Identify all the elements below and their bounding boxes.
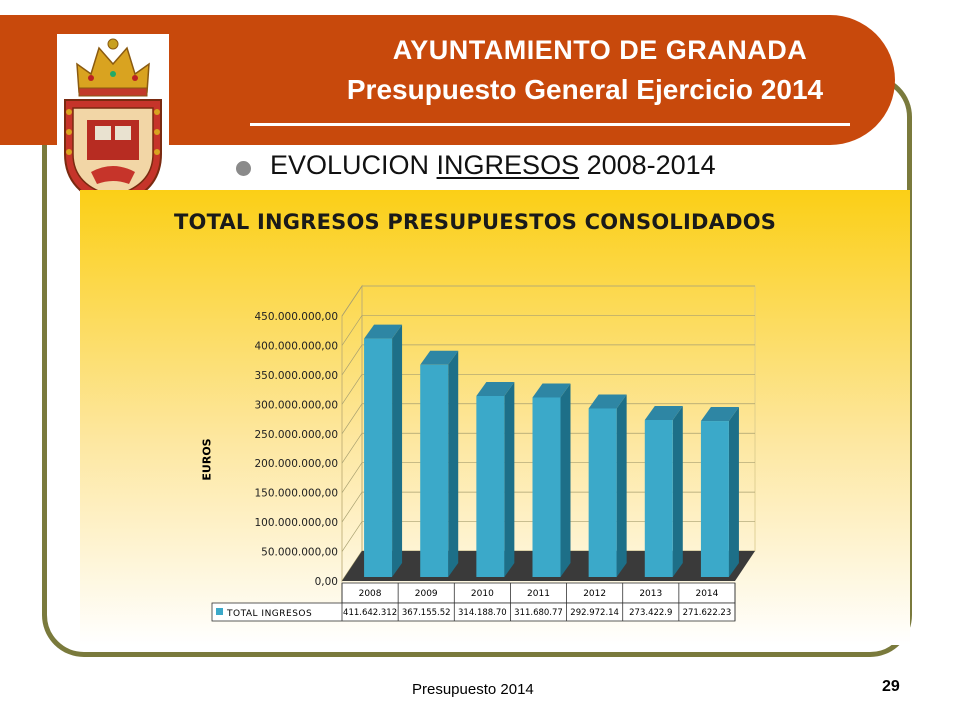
bar-top <box>644 405 683 420</box>
slide-heading: EVOLUCION INGRESOS 2008-2014 <box>270 150 716 181</box>
gridline <box>341 373 755 405</box>
x-tick-label: 2014 <box>695 589 718 599</box>
legend-swatch <box>216 608 223 615</box>
x-tick-label: 2010 <box>471 589 494 599</box>
y-tick-label: 100.000.000,00 <box>255 517 339 529</box>
chart-title: TOTAL INGRESOS PRESUPUESTOS CONSOLIDADOS <box>174 210 777 234</box>
bar-side <box>392 324 403 577</box>
slide-heading-part1: EVOLUCION <box>270 150 437 180</box>
header-divider <box>250 123 850 126</box>
bar <box>476 395 505 577</box>
y-tick-label: 50.000.000,00 <box>261 547 338 559</box>
bar-top <box>532 383 571 398</box>
x-tick-label: 2013 <box>639 589 662 599</box>
bar-side <box>672 405 683 577</box>
bar-top <box>420 350 459 365</box>
x-tick-label: 2009 <box>415 589 438 599</box>
bar <box>532 397 561 577</box>
y-tick-label: 350.000.000,00 <box>255 370 339 382</box>
x-tick-label: 2011 <box>527 589 550 599</box>
bar <box>364 338 393 577</box>
slide-heading-keyword: INGRESOS <box>436 150 580 180</box>
data-label: 311.680.77 <box>514 608 563 618</box>
granada-coat-of-arms-icon <box>57 34 169 216</box>
y-tick-label: 0,00 <box>315 576 338 588</box>
bullet-icon <box>236 161 251 176</box>
data-label: 367.155.52 <box>402 608 451 618</box>
footer-text: Presupuesto 2014 <box>412 681 534 698</box>
header-title: AYUNTAMIENTO DE GRANADA <box>392 35 808 65</box>
gridline <box>341 315 755 346</box>
gridline <box>341 285 755 317</box>
y-tick-label: 250.000.000,00 <box>255 429 339 441</box>
bar <box>644 419 673 577</box>
bar-top <box>364 324 403 339</box>
bar <box>420 364 449 577</box>
x-tick-label: 2008 <box>359 589 382 599</box>
bar <box>700 421 729 577</box>
bar-side <box>560 383 571 577</box>
page-number: 29 <box>882 678 900 695</box>
bar-side <box>728 407 739 577</box>
bar-top <box>476 381 515 396</box>
header-subtitle: Presupuesto General Ejercicio 2014 <box>346 74 824 105</box>
y-tick-label: 200.000.000,00 <box>255 458 339 470</box>
data-label: 271.622.23 <box>683 608 732 618</box>
legend-label: TOTAL INGRESOS <box>226 609 312 619</box>
x-tick-label: 2012 <box>583 589 606 599</box>
bar-top <box>588 394 627 409</box>
data-label: 314.188.70 <box>458 608 507 618</box>
y-tick-label: 400.000.000,00 <box>255 340 339 352</box>
gridline <box>341 344 755 376</box>
bar-side <box>616 394 627 577</box>
bar-top <box>700 407 739 422</box>
slide-heading-part3: 2008-2014 <box>579 150 716 180</box>
bar <box>588 408 617 577</box>
y-tick-label: 150.000.000,00 <box>255 488 339 500</box>
data-label: 292.972.14 <box>570 608 619 618</box>
data-label: 411.642.312 <box>343 608 397 618</box>
bar-side <box>448 350 459 577</box>
data-label: 273.422.9 <box>629 608 672 618</box>
bar-side <box>504 381 515 577</box>
y-tick-label: 450.000.000,00 <box>255 311 339 323</box>
y-tick-label: 300.000.000,00 <box>255 399 339 411</box>
